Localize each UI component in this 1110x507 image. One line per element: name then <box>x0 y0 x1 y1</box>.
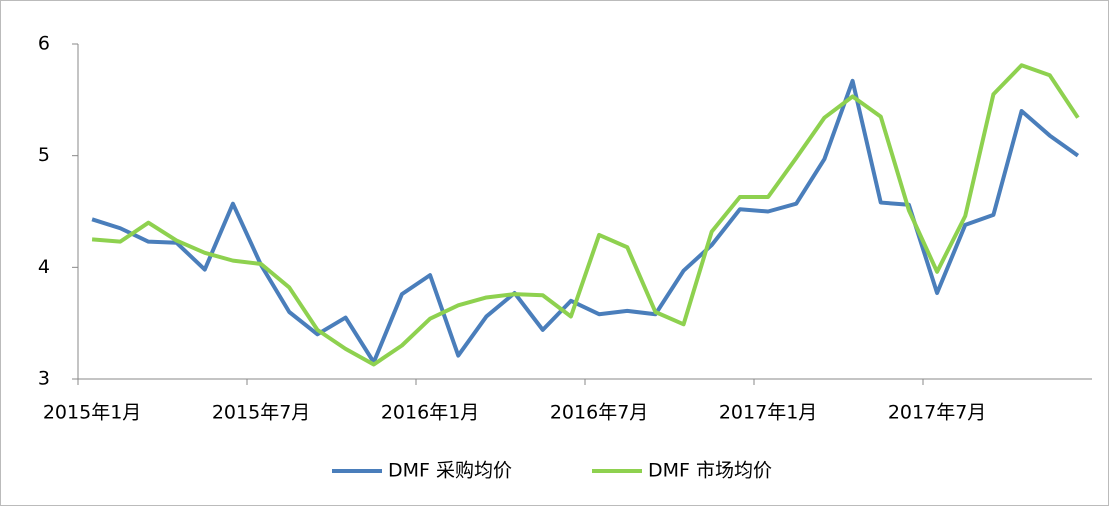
legend-label: DMF 市场均价 <box>648 460 772 482</box>
y-tick-label: 6 <box>38 33 50 55</box>
y-tick-label: 4 <box>38 256 50 278</box>
series-line <box>91 63 1080 367</box>
x-tick-label: 2015年7月 <box>212 402 310 424</box>
x-tick-label: 2017年7月 <box>888 402 986 424</box>
x-tick-label: 2015年1月 <box>43 402 141 424</box>
legend-label: DMF 采购均价 <box>388 460 512 482</box>
x-tick-label: 2016年1月 <box>381 402 479 424</box>
x-tick-label: 2016年7月 <box>550 402 648 424</box>
x-tick-label: 2017年1月 <box>719 402 817 424</box>
y-tick-label: 5 <box>38 144 50 166</box>
y-tick-label: 3 <box>38 368 50 390</box>
